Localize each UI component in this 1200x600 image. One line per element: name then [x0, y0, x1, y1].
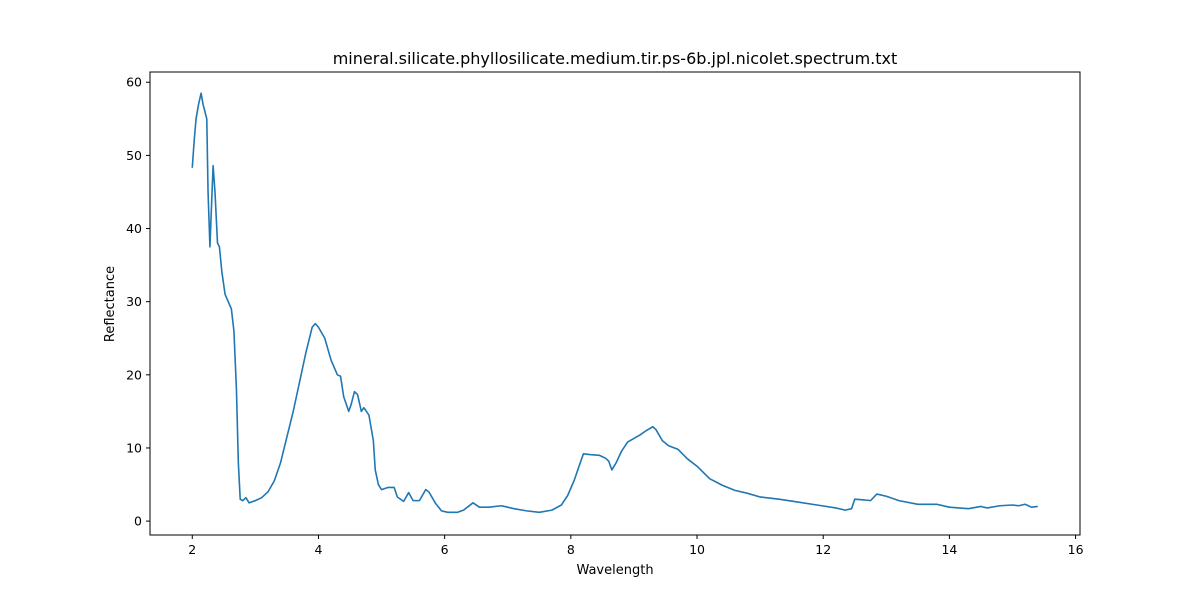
x-axis-label: Wavelength	[576, 563, 653, 578]
x-tick-label: 12	[815, 542, 831, 557]
x-tick-label: 2	[188, 542, 196, 557]
x-tick-label: 10	[689, 542, 705, 557]
y-axis-label: Reflectance	[103, 266, 118, 342]
x-tick-label: 8	[567, 542, 575, 557]
y-tick-label: 30	[126, 294, 142, 309]
chart-title: mineral.silicate.phyllosilicate.medium.t…	[333, 49, 898, 68]
y-tick-label: 20	[126, 367, 142, 382]
y-tick-label: 60	[126, 75, 142, 90]
x-tick-label: 16	[1068, 542, 1084, 557]
x-tick-label: 14	[941, 542, 957, 557]
data-line	[191, 92, 1038, 514]
y-tick-label: 40	[126, 221, 142, 236]
plot-frame	[149, 71, 1081, 536]
y-tick-label: 10	[126, 440, 142, 455]
y-tick-label: 50	[126, 148, 142, 163]
y-tick-label: 0	[134, 514, 142, 529]
x-tick-label: 6	[441, 542, 449, 557]
x-tick-label: 4	[314, 542, 322, 557]
